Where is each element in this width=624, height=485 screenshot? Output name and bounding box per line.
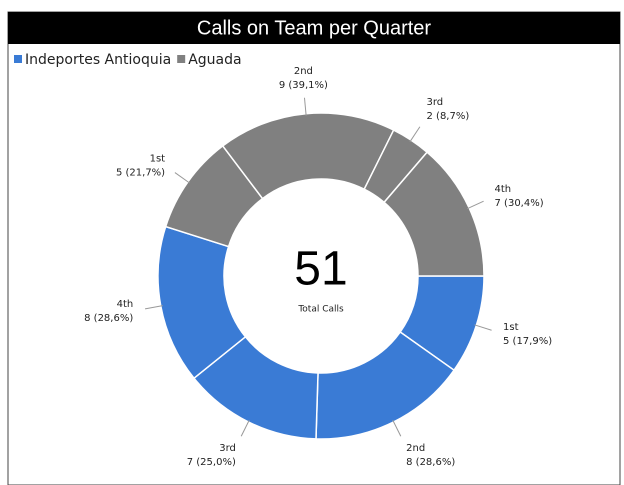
data-label-value: 8 (28,6%) [84,313,133,324]
leader-line [144,305,163,310]
leader-line [240,419,250,437]
legend-label: Indeportes Antioquia [25,52,171,68]
legend-label: Aguada [188,52,241,68]
total-label: Total Calls [297,305,344,315]
leader-line [174,172,190,184]
leader-line [409,126,421,143]
legend-swatch [14,55,22,63]
leader-line [392,419,402,437]
data-label-category: 2nd [406,443,425,454]
total-value: 51 [294,243,347,296]
leader-line [467,200,484,210]
data-label-category: 3rd [219,443,236,454]
data-label-category: 1st [503,322,519,333]
data-label-value: 2 (8,7%) [427,111,470,122]
data-label-value: 5 (17,9%) [503,336,552,347]
data-label-value: 9 (39,1%) [279,80,328,91]
data-label-category: 2nd [294,66,313,77]
chart-title: Calls on Team per Quarter [197,17,432,39]
data-label-value: 5 (21,7%) [116,168,165,179]
legend-swatch [177,55,186,63]
data-label-category: 3rd [427,97,444,108]
donut-segment [383,151,485,277]
data-label-value: 7 (30,4%) [495,198,544,209]
data-label-value: 8 (28,6%) [406,457,455,468]
data-label-category: 4th [117,299,134,310]
title-bar [8,12,620,44]
data-label-value: 7 (25,0%) [187,457,236,468]
data-label-category: 1st [150,154,166,165]
leader-line [303,97,307,116]
data-label-category: 4th [495,184,512,195]
leader-line [474,324,492,331]
